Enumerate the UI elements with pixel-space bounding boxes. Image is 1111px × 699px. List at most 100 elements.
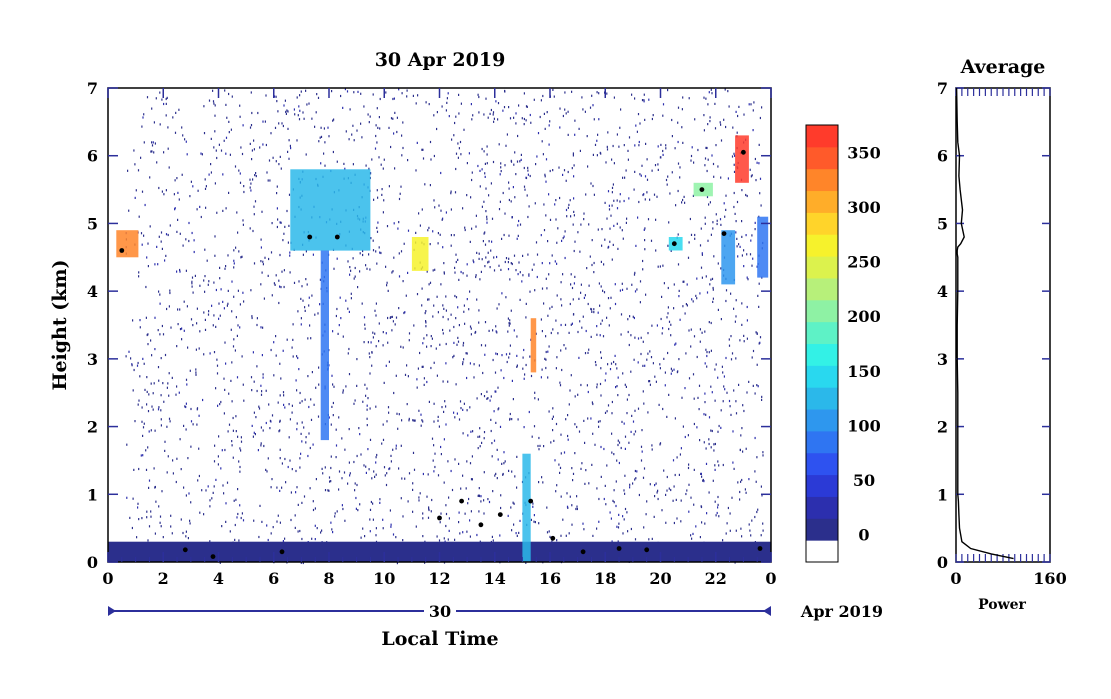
noise-pixel — [720, 176, 722, 179]
noise-pixel — [700, 472, 702, 475]
noise-pixel — [677, 106, 680, 109]
cloud-base-point — [721, 231, 727, 237]
noise-pixel — [160, 418, 162, 421]
noise-pixel — [637, 216, 639, 219]
noise-pixel — [728, 399, 731, 403]
noise-pixel — [330, 521, 332, 524]
noise-pixel — [347, 307, 349, 310]
noise-pixel — [342, 507, 344, 511]
noise-pixel — [251, 158, 253, 161]
noise-pixel — [643, 93, 645, 96]
noise-pixel — [492, 160, 495, 164]
noise-pixel — [624, 507, 627, 511]
noise-pixel — [499, 173, 501, 176]
noise-pixel — [282, 239, 284, 242]
noise-pixel — [477, 435, 479, 438]
noise-pixel — [537, 398, 539, 401]
noise-pixel — [590, 182, 592, 185]
noise-pixel — [574, 423, 576, 426]
noise-pixel — [710, 233, 712, 236]
noise-pixel — [470, 196, 472, 199]
noise-pixel — [635, 244, 637, 247]
noise-pixel — [365, 465, 367, 468]
noise-pixel — [371, 158, 373, 161]
noise-pixel — [630, 430, 632, 433]
noise-pixel — [354, 399, 356, 402]
noise-pixel — [640, 445, 643, 448]
noise-pixel — [637, 361, 639, 364]
noise-pixel — [761, 106, 763, 109]
date-bar-month-year: Apr 2019 — [800, 602, 883, 621]
noise-pixel — [510, 159, 512, 162]
noise-pixel — [530, 121, 532, 124]
noise-pixel — [433, 199, 435, 202]
noise-pixel — [181, 327, 183, 330]
noise-pixel — [547, 314, 549, 317]
noise-pixel — [166, 386, 168, 389]
noise-pixel — [701, 475, 703, 478]
noise-pixel — [440, 171, 442, 175]
noise-pixel — [359, 270, 361, 273]
noise-pixel — [412, 419, 414, 422]
noise-pixel — [600, 260, 602, 263]
noise-pixel — [479, 169, 481, 172]
noise-pixel — [484, 265, 486, 268]
noise-pixel — [376, 453, 378, 457]
noise-pixel — [597, 133, 599, 136]
noise-pixel — [552, 88, 554, 91]
noise-pixel — [348, 461, 350, 464]
noise-pixel — [628, 393, 630, 397]
noise-pixel — [500, 166, 502, 169]
noise-pixel — [567, 438, 569, 441]
noise-pixel — [307, 454, 309, 458]
noise-pixel — [305, 250, 307, 253]
noise-pixel — [363, 316, 366, 319]
noise-pixel — [388, 126, 390, 129]
noise-pixel — [354, 489, 356, 492]
noise-pixel — [199, 330, 201, 333]
noise-pixel — [249, 126, 252, 129]
noise-pixel — [654, 375, 656, 378]
noise-pixel — [670, 488, 672, 492]
noise-pixel — [210, 163, 212, 166]
noise-pixel — [228, 423, 231, 426]
noise-pixel — [555, 319, 557, 322]
noise-pixel — [717, 262, 719, 265]
noise-pixel — [178, 198, 180, 201]
noise-pixel — [708, 416, 711, 419]
noise-pixel — [552, 169, 554, 172]
noise-pixel — [661, 295, 663, 298]
noise-pixel — [741, 302, 743, 305]
noise-pixel — [565, 208, 568, 212]
noise-pixel — [160, 409, 162, 412]
noise-pixel — [745, 447, 747, 450]
noise-pixel — [174, 207, 176, 210]
noise-pixel — [480, 270, 482, 273]
noise-pixel — [222, 484, 224, 487]
noise-pixel — [569, 389, 571, 392]
noise-pixel — [253, 519, 255, 522]
noise-pixel — [666, 475, 668, 479]
noise-pixel — [236, 376, 239, 379]
noise-pixel — [450, 234, 452, 237]
noise-pixel — [511, 216, 513, 219]
noise-pixel — [336, 510, 338, 513]
noise-pixel — [453, 325, 455, 329]
noise-pixel — [633, 273, 636, 276]
noise-pixel — [611, 412, 613, 415]
noise-pixel — [454, 191, 457, 194]
noise-pixel — [312, 508, 315, 512]
noise-pixel — [574, 240, 576, 243]
noise-pixel — [538, 448, 540, 451]
noise-pixel — [592, 153, 594, 156]
noise-pixel — [440, 445, 442, 449]
noise-pixel — [231, 310, 233, 313]
noise-pixel — [364, 323, 366, 326]
noise-pixel — [366, 408, 368, 411]
noise-pixel — [383, 466, 386, 469]
noise-pixel — [603, 263, 605, 266]
noise-pixel — [574, 133, 576, 136]
noise-pixel — [161, 324, 163, 328]
noise-pixel — [483, 471, 485, 474]
noise-pixel — [282, 124, 284, 128]
